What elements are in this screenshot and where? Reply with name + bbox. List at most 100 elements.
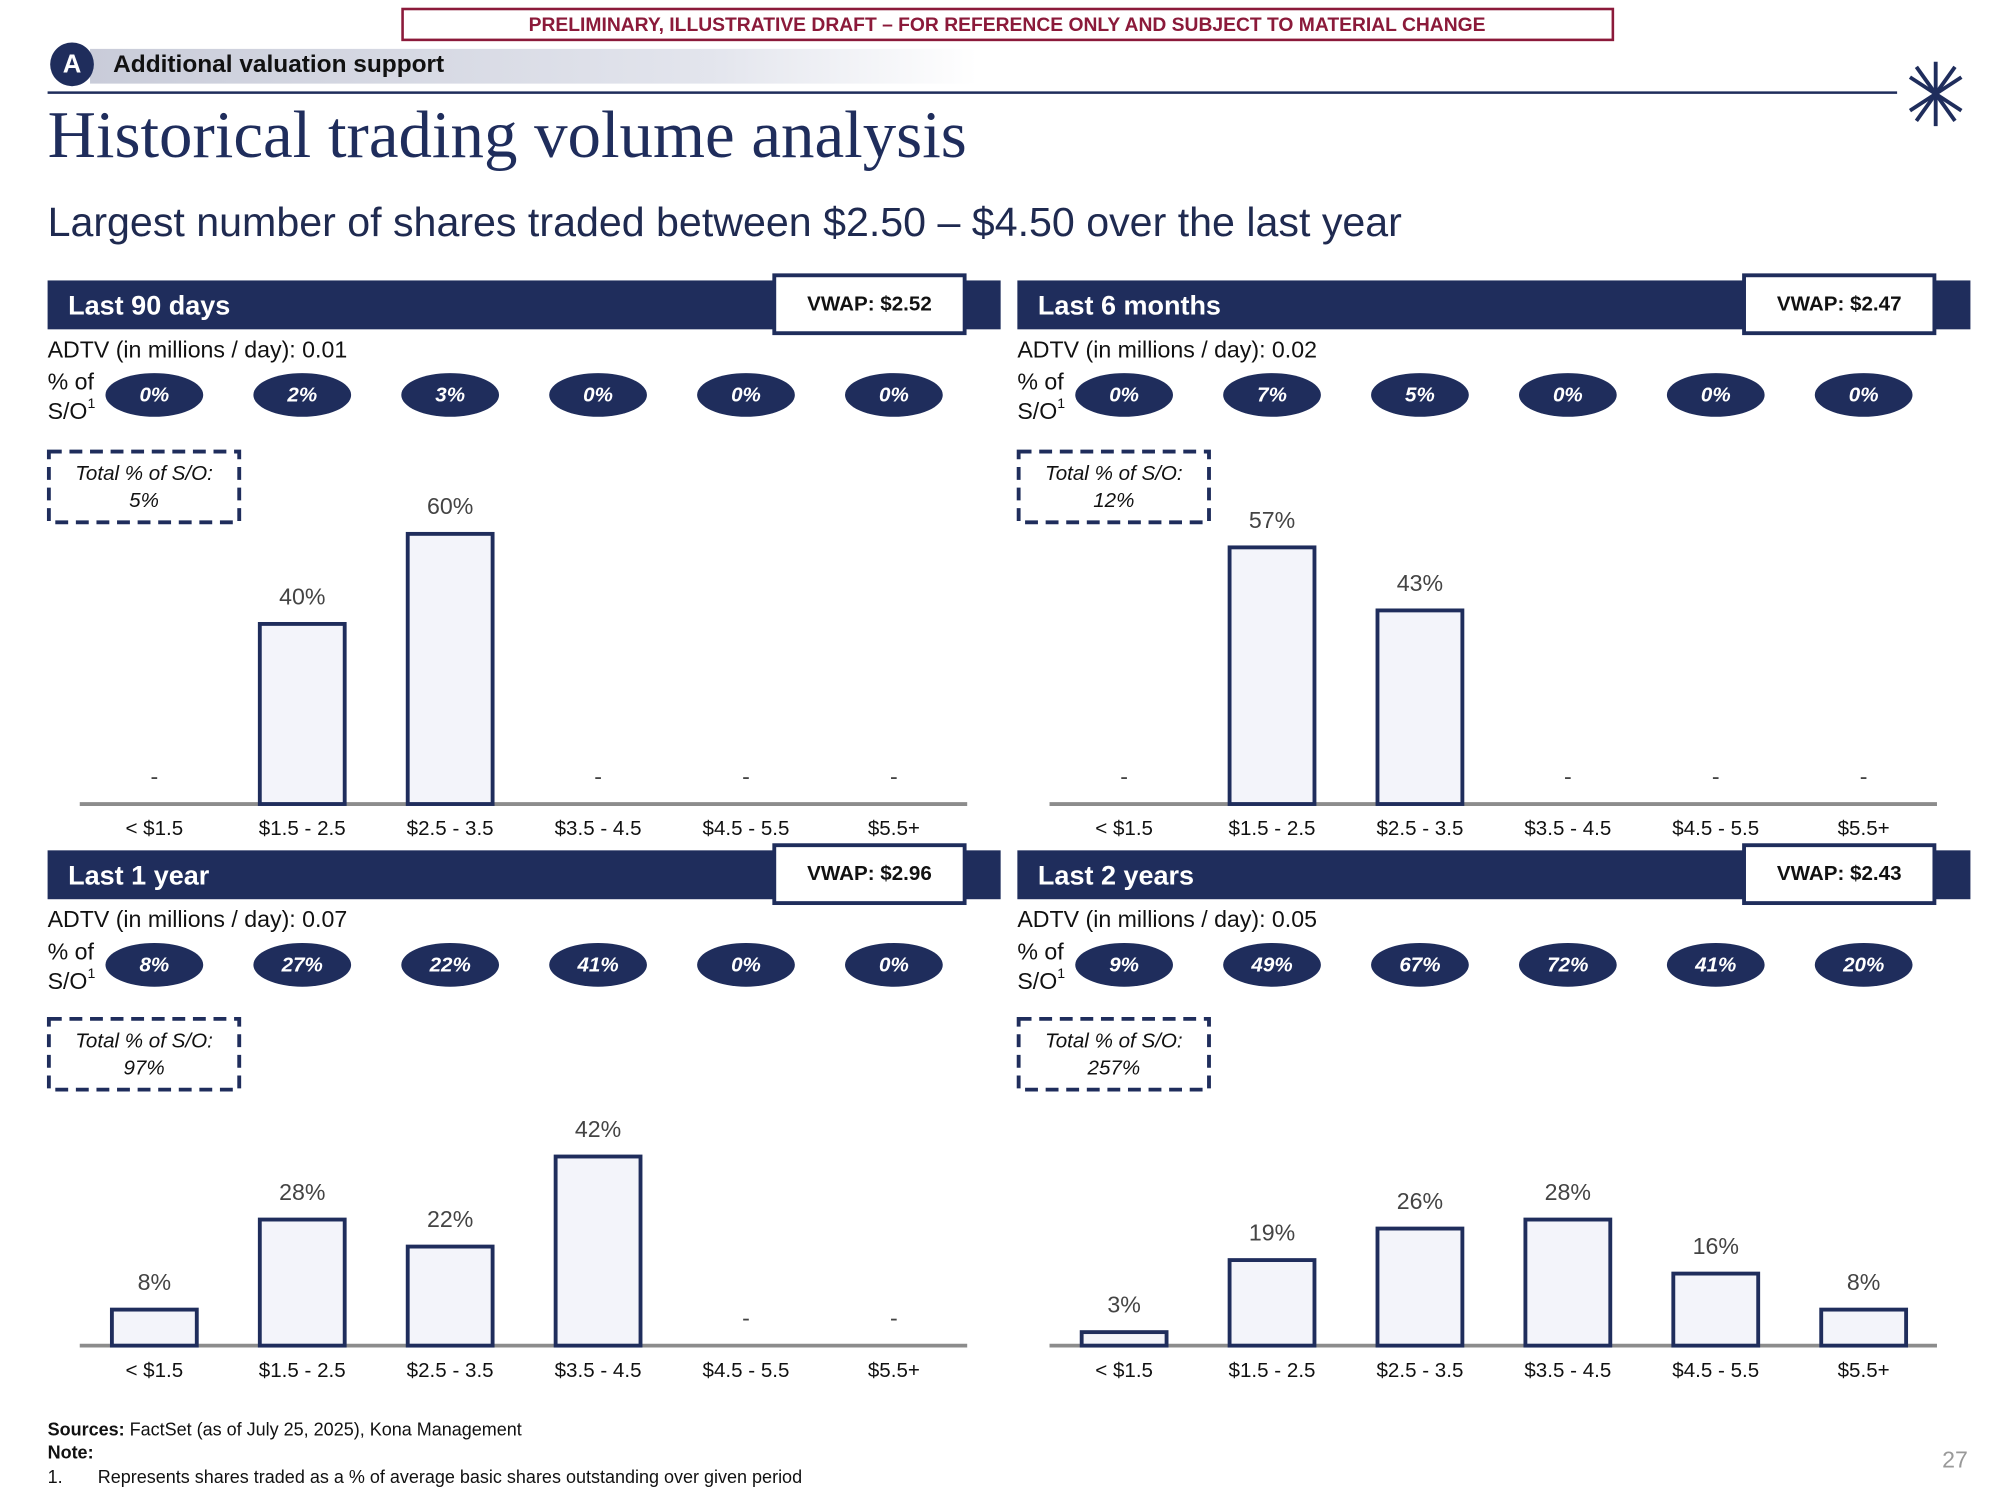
so-pill	[1371, 373, 1469, 417]
bar	[405, 531, 495, 806]
so-label: % of	[1017, 938, 1064, 964]
so-pill-label: 0%	[1553, 384, 1583, 407]
so-pill	[845, 942, 943, 987]
section-badge	[50, 42, 94, 87]
x-tick-label: $5.5+	[868, 817, 920, 840]
x-tick-label: $1.5 - 2.5	[259, 817, 346, 840]
value-label: -	[1120, 763, 1128, 789]
adtv: ADTV (in millions / day): 0.05	[1017, 906, 1317, 932]
so-pill-label: 0%	[1701, 384, 1731, 407]
total-label: Total % of S/O:	[1045, 462, 1183, 485]
bar	[1079, 1330, 1169, 1348]
value-label: -	[594, 763, 602, 789]
so-pill-label: 3%	[435, 384, 465, 407]
adtv: ADTV (in millions / day): 0.02	[1017, 336, 1317, 362]
so-pill-label: 0%	[731, 954, 761, 977]
bar	[405, 1244, 495, 1348]
so-label: S/O1	[1017, 965, 1065, 994]
so-pill	[401, 942, 500, 987]
chart-panel: Last 1 year VWAP: $2.96 ADTV (in millions …	[46, 843, 1001, 1382]
so-pill	[1518, 373, 1617, 417]
panel-title: Last 90 days	[68, 291, 230, 321]
value-label: 16%	[1693, 1233, 1739, 1259]
so-label: S/O1	[48, 965, 96, 994]
x-tick-label: < $1.5	[1095, 1359, 1153, 1382]
so-label: % of	[48, 368, 95, 394]
bar	[553, 1154, 643, 1348]
bar	[257, 1217, 347, 1348]
total-label: Total % of S/O:	[1045, 1029, 1183, 1052]
x-tick-label: $3.5 - 4.5	[555, 817, 642, 840]
so-pill	[253, 942, 352, 987]
vwap: VWAP: $2.47	[1777, 292, 1902, 315]
so-pill	[1518, 942, 1617, 987]
note-label: Note:	[48, 1442, 94, 1462]
so-pill	[105, 373, 204, 417]
so-pill-label: 9%	[1109, 954, 1139, 977]
value-label: -	[890, 763, 898, 789]
so-label-text: S/O	[1017, 398, 1057, 424]
value-label: 57%	[1249, 507, 1295, 533]
so-pill	[1075, 373, 1173, 417]
so-pill	[105, 942, 204, 987]
so-pill-label: 20%	[1842, 954, 1884, 977]
sources-text: FactSet (as of July 25, 2025), Kona Mana…	[130, 1419, 522, 1439]
value-label: 8%	[138, 1269, 171, 1295]
x-tick-label: < $1.5	[125, 817, 183, 840]
x-tick-label: $4.5 - 5.5	[703, 817, 790, 840]
section-letter: A	[63, 50, 82, 78]
vwap-box	[772, 273, 967, 336]
so-pill	[1666, 373, 1765, 417]
x-tick-label: $2.5 - 3.5	[407, 1359, 494, 1382]
value-label: 40%	[279, 583, 325, 609]
logo	[1908, 61, 1963, 127]
so-pill	[697, 373, 795, 417]
so-pill	[697, 942, 795, 987]
x-tick-label: $4.5 - 5.5	[1672, 817, 1759, 840]
chart-panel: Last 2 years VWAP: $2.43 ADTV (in millions…	[1016, 843, 1971, 1382]
value-label: -	[150, 763, 158, 789]
sources-label: Sources:	[48, 1419, 125, 1439]
so-pill-label: 72%	[1547, 954, 1588, 977]
section-bar	[90, 48, 978, 84]
value-label: 28%	[279, 1179, 325, 1205]
value-label: -	[1712, 763, 1720, 789]
footnote-mark: 1	[1057, 965, 1065, 981]
so-pill	[549, 373, 647, 417]
page-subtitle: Largest number of shares traded between …	[48, 199, 1403, 245]
x-tick-label: $3.5 - 4.5	[1524, 817, 1611, 840]
value-label: -	[742, 1305, 750, 1331]
bar	[1671, 1271, 1761, 1348]
so-pill-label: 0%	[879, 384, 909, 407]
chart-panel: Last 90 days VWAP: $2.52 ADTV (in millions…	[46, 273, 1001, 840]
value-label: 3%	[1107, 1291, 1140, 1317]
x-tick-label: $2.5 - 3.5	[1376, 1359, 1463, 1382]
chart-panel: Last 6 months VWAP: $2.47 ADTV (in million…	[1016, 273, 1971, 840]
bar	[257, 621, 347, 806]
value-label: 60%	[427, 493, 473, 519]
total-label: Total % of S/O:	[75, 1029, 213, 1052]
banner-box	[401, 7, 1615, 42]
total-value: 12%	[1093, 489, 1134, 512]
x-tick-label: $1.5 - 2.5	[259, 1359, 346, 1382]
panel-title: Last 6 months	[1038, 291, 1221, 321]
value-label: 26%	[1397, 1188, 1443, 1214]
x-tick-label: < $1.5	[125, 1359, 183, 1382]
so-pill-label: 2%	[286, 384, 317, 407]
value-label: 42%	[575, 1116, 621, 1142]
so-pill-label: 7%	[1257, 384, 1287, 407]
bar	[1819, 1307, 1909, 1348]
x-tick-label: $5.5+	[868, 1359, 920, 1382]
value-label: 8%	[1847, 1269, 1880, 1295]
so-label: % of	[48, 938, 95, 964]
total-value: 257%	[1087, 1056, 1141, 1079]
so-label-text: S/O	[48, 398, 88, 424]
total-value: 5%	[129, 489, 159, 512]
so-pill-label: 27%	[281, 954, 323, 977]
so-pill-label: 0%	[879, 954, 909, 977]
panel-title: Last 2 years	[1038, 860, 1194, 890]
x-tick-label: $2.5 - 3.5	[1376, 817, 1463, 840]
adtv: ADTV (in millions / day): 0.01	[48, 336, 348, 362]
x-tick-label: $1.5 - 2.5	[1229, 817, 1316, 840]
